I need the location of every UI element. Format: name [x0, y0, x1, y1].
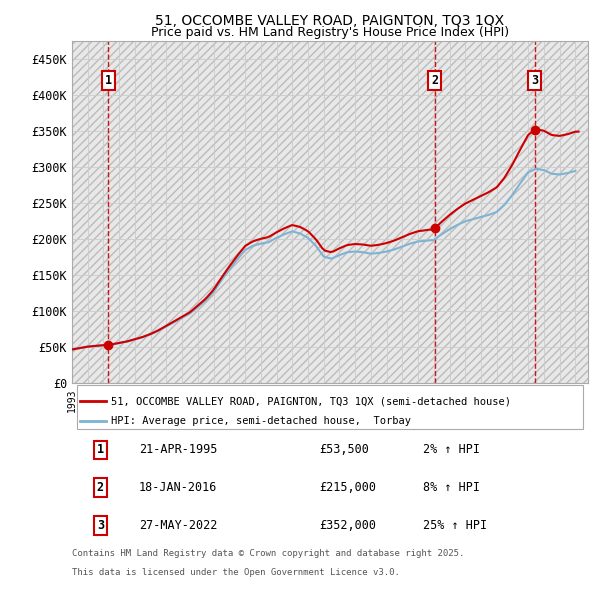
- Text: 2% ↑ HPI: 2% ↑ HPI: [423, 444, 480, 457]
- Text: 27-MAY-2022: 27-MAY-2022: [139, 519, 217, 532]
- Text: 2: 2: [97, 481, 104, 494]
- Text: 2: 2: [431, 74, 438, 87]
- Text: £352,000: £352,000: [320, 519, 377, 532]
- Text: 1: 1: [97, 444, 104, 457]
- Text: HPI: Average price, semi-detached house,  Torbay: HPI: Average price, semi-detached house,…: [110, 415, 410, 425]
- Polygon shape: [77, 385, 583, 429]
- Text: Price paid vs. HM Land Registry's House Price Index (HPI): Price paid vs. HM Land Registry's House …: [151, 26, 509, 39]
- Text: 51, OCCOMBE VALLEY ROAD, PAIGNTON, TQ3 1QX (semi-detached house): 51, OCCOMBE VALLEY ROAD, PAIGNTON, TQ3 1…: [110, 396, 511, 407]
- Text: 3: 3: [531, 74, 538, 87]
- Text: 25% ↑ HPI: 25% ↑ HPI: [423, 519, 487, 532]
- Text: £215,000: £215,000: [320, 481, 377, 494]
- Text: This data is licensed under the Open Government Licence v3.0.: This data is licensed under the Open Gov…: [72, 568, 400, 577]
- Text: 18-JAN-2016: 18-JAN-2016: [139, 481, 217, 494]
- Text: £53,500: £53,500: [320, 444, 370, 457]
- Text: 8% ↑ HPI: 8% ↑ HPI: [423, 481, 480, 494]
- Text: 21-APR-1995: 21-APR-1995: [139, 444, 217, 457]
- Text: Contains HM Land Registry data © Crown copyright and database right 2025.: Contains HM Land Registry data © Crown c…: [72, 549, 464, 558]
- Text: 1: 1: [105, 74, 112, 87]
- Text: 51, OCCOMBE VALLEY ROAD, PAIGNTON, TQ3 1QX: 51, OCCOMBE VALLEY ROAD, PAIGNTON, TQ3 1…: [155, 14, 505, 28]
- Text: 3: 3: [97, 519, 104, 532]
